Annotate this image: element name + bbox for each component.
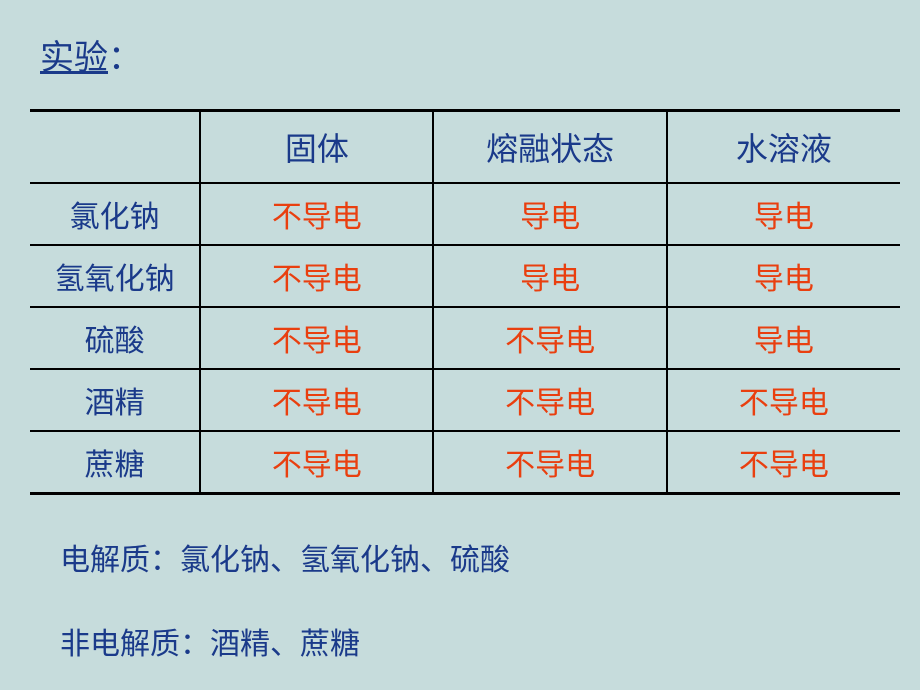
value-cell: 不导电 xyxy=(200,245,433,307)
experiment-title: 实验 xyxy=(40,40,108,77)
summary-section: 电解质：氯化钠、氢氧化钠、硫酸 非电解质：酒精、蔗糖 xyxy=(20,535,900,663)
value-cell: 不导电 xyxy=(200,369,433,431)
value-cell: 导电 xyxy=(667,307,900,369)
table-row: 硫酸 不导电 不导电 导电 xyxy=(30,307,900,369)
non-electrolyte-summary: 非电解质：酒精、蔗糖 xyxy=(60,619,900,663)
value-cell: 不导电 xyxy=(200,307,433,369)
value-cell: 导电 xyxy=(667,245,900,307)
substance-cell: 氢氧化钠 xyxy=(30,245,200,307)
header-aqueous: 水溶液 xyxy=(667,111,900,184)
value-cell: 不导电 xyxy=(667,431,900,494)
header-empty xyxy=(30,111,200,184)
table-row: 氢氧化钠 不导电 导电 导电 xyxy=(30,245,900,307)
value-cell: 不导电 xyxy=(667,369,900,431)
value-cell: 不导电 xyxy=(200,431,433,494)
value-cell: 不导电 xyxy=(433,431,666,494)
table-header-row: 固体 熔融状态 水溶液 xyxy=(30,111,900,184)
substance-cell: 酒精 xyxy=(30,369,200,431)
header-solid: 固体 xyxy=(200,111,433,184)
substance-cell: 蔗糖 xyxy=(30,431,200,494)
value-cell: 不导电 xyxy=(200,183,433,245)
substance-cell: 氯化钠 xyxy=(30,183,200,245)
table-row: 氯化钠 不导电 导电 导电 xyxy=(30,183,900,245)
header-molten: 熔融状态 xyxy=(433,111,666,184)
value-cell: 导电 xyxy=(667,183,900,245)
substance-cell: 硫酸 xyxy=(30,307,200,369)
electrolyte-summary: 电解质：氯化钠、氢氧化钠、硫酸 xyxy=(60,535,900,579)
title-colon: ： xyxy=(108,40,142,77)
table-row: 蔗糖 不导电 不导电 不导电 xyxy=(30,431,900,494)
value-cell: 导电 xyxy=(433,245,666,307)
table-row: 酒精 不导电 不导电 不导电 xyxy=(30,369,900,431)
value-cell: 不导电 xyxy=(433,369,666,431)
value-cell: 导电 xyxy=(433,183,666,245)
conductivity-table: 固体 熔融状态 水溶液 氯化钠 不导电 导电 导电 氢氧化钠 不导电 导电 导电… xyxy=(30,109,900,495)
title-row: 实验： xyxy=(20,30,900,79)
value-cell: 不导电 xyxy=(433,307,666,369)
